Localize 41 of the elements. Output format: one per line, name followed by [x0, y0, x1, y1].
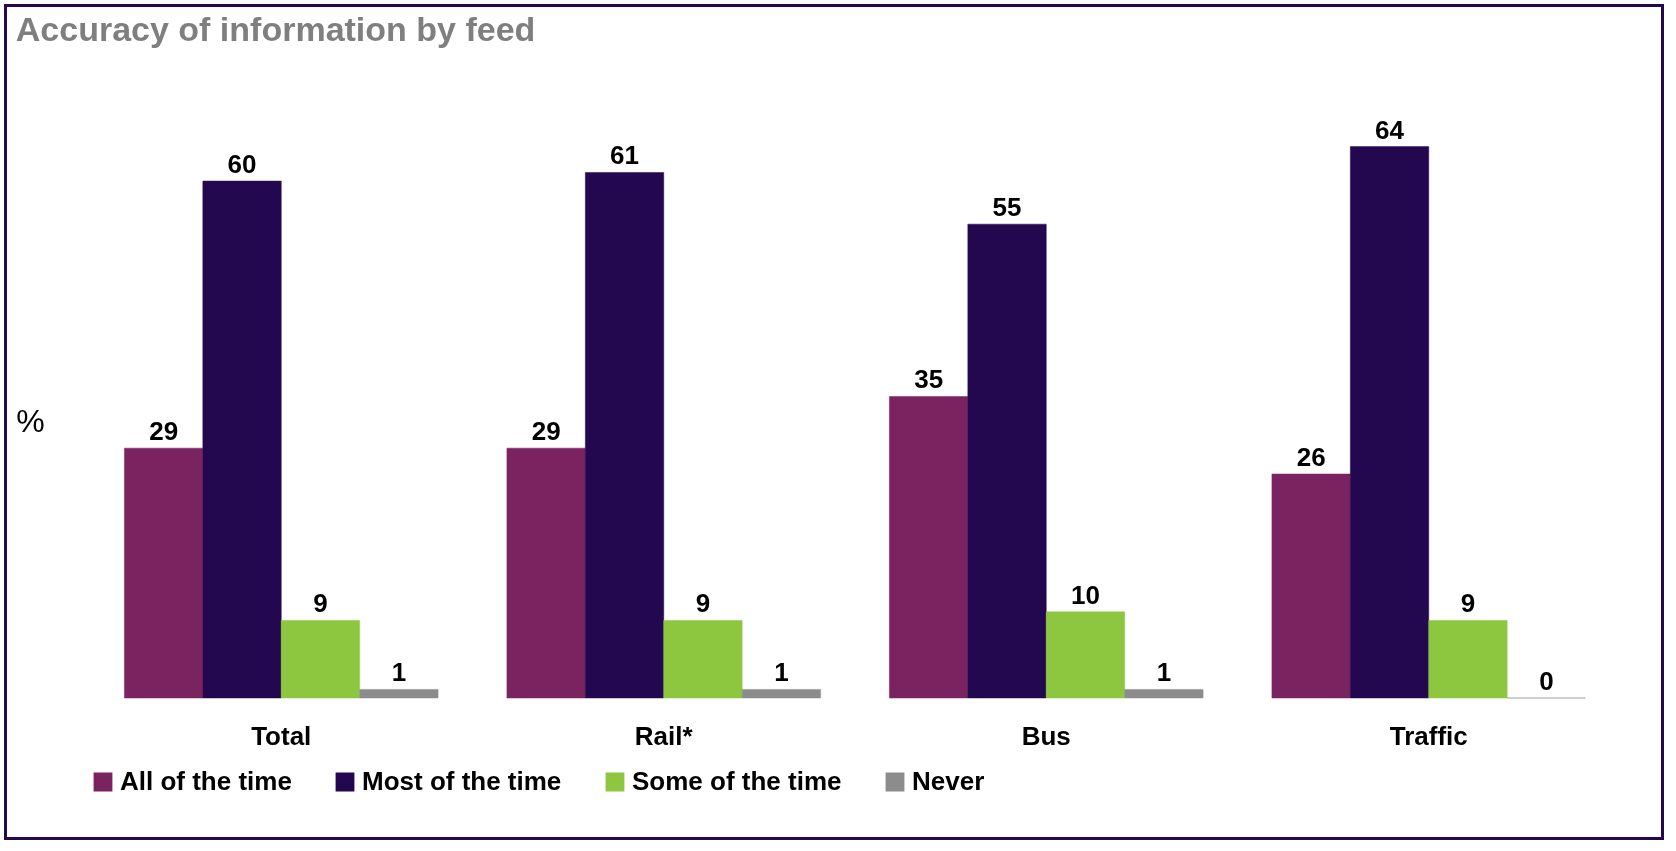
x-tick-label: Total	[251, 720, 312, 751]
data-label: 9	[1460, 588, 1476, 619]
data-label: 29	[149, 416, 179, 447]
data-label: 0	[1539, 666, 1554, 696]
data-label: 61	[610, 140, 639, 171]
legend-label: Most of the time	[362, 766, 562, 796]
bar	[585, 172, 664, 699]
legend-label: Some of the time	[632, 766, 842, 796]
bar	[663, 620, 743, 699]
bar	[124, 447, 204, 699]
legend-label: All of the time	[120, 766, 292, 796]
bar	[741, 689, 821, 699]
bar	[967, 223, 1047, 699]
bar	[1271, 473, 1351, 699]
y-axis-title: %	[16, 402, 45, 439]
data-label: 60	[227, 149, 257, 180]
x-tick-label: Traffic	[1389, 720, 1468, 751]
chart-title: Accuracy of information by feed	[15, 9, 536, 48]
data-label: 9	[313, 588, 328, 619]
bar	[281, 620, 360, 699]
data-label: 9	[695, 588, 711, 619]
data-label: 26	[1296, 442, 1326, 472]
bar	[1428, 620, 1508, 699]
data-label: 1	[1156, 657, 1172, 688]
data-label: 64	[1375, 114, 1405, 145]
x-tick-label: Bus	[1021, 720, 1071, 751]
bar	[889, 396, 969, 699]
bar	[202, 180, 282, 699]
data-label: 35	[914, 364, 944, 395]
bar	[1124, 689, 1204, 699]
data-label: 29	[531, 416, 561, 447]
bar	[1046, 611, 1125, 699]
x-tick-label: Rail*	[634, 720, 694, 751]
data-label: 10	[1071, 579, 1100, 610]
data-label: 1	[391, 657, 407, 688]
data-label: 1	[774, 657, 789, 688]
bar	[1350, 146, 1429, 699]
data-label: 55	[992, 192, 1022, 223]
bar	[359, 689, 439, 699]
legend-label: Never	[912, 766, 985, 796]
bar	[506, 447, 586, 699]
